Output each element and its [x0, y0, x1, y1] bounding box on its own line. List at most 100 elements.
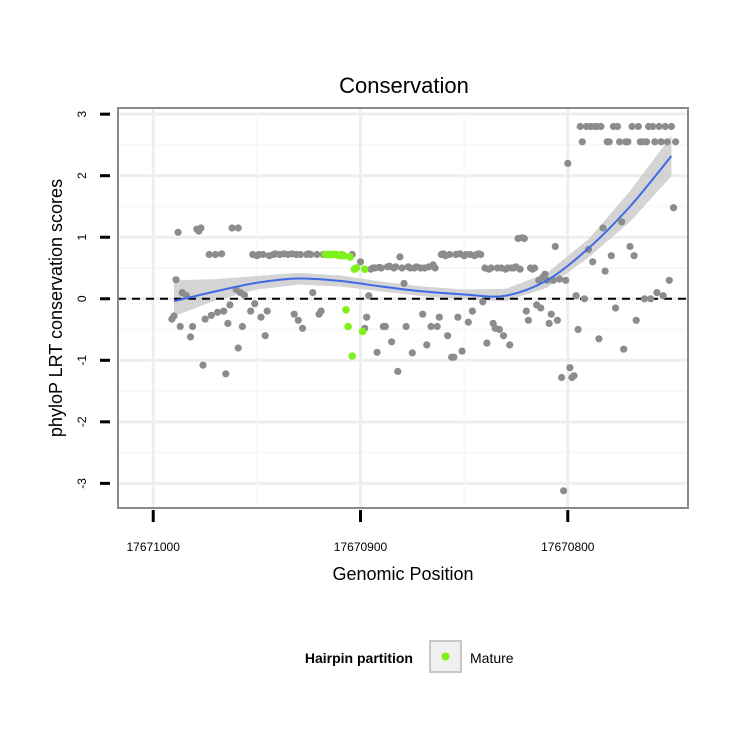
data-points: [168, 122, 680, 495]
data-point: [545, 319, 553, 327]
data-point: [616, 138, 624, 146]
data-point: [298, 324, 307, 332]
data-point: [220, 307, 228, 315]
panel-background: [118, 108, 688, 508]
data-point: [667, 122, 676, 131]
data-point: [477, 250, 485, 259]
x-tick-label: 17671000: [127, 540, 181, 554]
data-point: [661, 122, 669, 131]
data-point: [290, 310, 298, 318]
data-point: [570, 372, 578, 380]
data-point: [572, 292, 580, 300]
data-point: [626, 242, 634, 251]
data-point: [363, 313, 371, 321]
data-point: [634, 122, 642, 131]
smooth-trend-line: [173, 155, 673, 303]
data-point: [197, 224, 205, 232]
data-point: [642, 138, 651, 146]
data-point: [669, 204, 678, 212]
data-point: [189, 322, 197, 331]
data-point: [468, 307, 476, 315]
data-point: [199, 361, 207, 369]
data-point: [659, 292, 667, 300]
data-point: [547, 310, 555, 318]
legend-key-mature: [441, 652, 450, 661]
grid-lines: [118, 108, 688, 508]
data-point: [240, 291, 248, 299]
data-point: [653, 289, 661, 297]
data-point: [555, 275, 564, 283]
data-point: [630, 252, 638, 260]
y-axis: 3 2 1 0 -1 -2 -3: [75, 111, 110, 489]
data-point: [307, 250, 315, 259]
plot-panel: [117, 107, 689, 509]
legend-title: Hairpin partition: [305, 650, 413, 666]
data-point: [205, 250, 213, 259]
data-point: [483, 339, 491, 347]
data-point: [647, 295, 655, 303]
data-point: [607, 252, 615, 260]
data-point: [595, 335, 603, 343]
data-point: [649, 122, 657, 131]
data-point: [238, 322, 246, 331]
data-point: [218, 250, 226, 258]
data-point: [408, 349, 416, 357]
data-point: [562, 276, 570, 284]
data-point: [222, 370, 230, 378]
data-point: [373, 348, 381, 356]
data-point: [170, 312, 178, 320]
y-tick-label: 2: [75, 172, 89, 179]
data-point: [172, 276, 180, 284]
data-point: [479, 298, 487, 306]
x-axis: 17671000 17670900 17670800: [127, 510, 595, 554]
y-tick-label: -3: [75, 478, 89, 489]
y-tick-label: 0: [75, 295, 89, 302]
data-point: [640, 295, 649, 303]
data-point: [520, 234, 528, 243]
data-point-mature: [346, 253, 354, 261]
y-tick-label: -2: [75, 416, 89, 427]
data-point: [365, 292, 373, 300]
data-point: [381, 322, 389, 331]
data-point: [578, 138, 586, 146]
data-point: [665, 276, 673, 284]
panel-border: [117, 107, 689, 509]
data-point-mature: [352, 264, 361, 272]
data-point: [388, 338, 396, 346]
data-point: [657, 138, 665, 146]
data-point-mature: [348, 352, 357, 360]
y-tick-label: -1: [75, 355, 89, 366]
data-point: [398, 264, 406, 272]
data-point: [464, 318, 472, 326]
data-point: [672, 138, 680, 146]
data-point: [537, 304, 545, 312]
data-point: [605, 138, 613, 146]
data-point: [613, 122, 622, 131]
data-point: [400, 279, 408, 287]
data-point: [564, 159, 572, 167]
data-point-mature: [344, 322, 352, 331]
data-point: [261, 332, 269, 340]
data-point: [263, 307, 271, 315]
data-point: [663, 138, 671, 146]
data-point: [495, 325, 503, 334]
y-tick-label: 3: [75, 111, 89, 118]
data-point: [506, 341, 514, 349]
data-point: [516, 265, 524, 273]
data-point: [589, 258, 597, 266]
data-point: [574, 325, 582, 334]
data-point: [620, 345, 628, 353]
data-point: [628, 122, 636, 131]
data-point: [427, 322, 435, 331]
x-axis-title: Genomic Position: [332, 564, 473, 584]
data-point: [499, 332, 508, 340]
data-point: [213, 308, 222, 316]
data-point: [599, 224, 607, 232]
data-point: [423, 341, 431, 349]
data-point-mature: [360, 265, 369, 274]
data-point: [174, 228, 182, 236]
data-point: [294, 316, 302, 324]
data-point: [433, 322, 441, 331]
data-point: [309, 289, 317, 297]
